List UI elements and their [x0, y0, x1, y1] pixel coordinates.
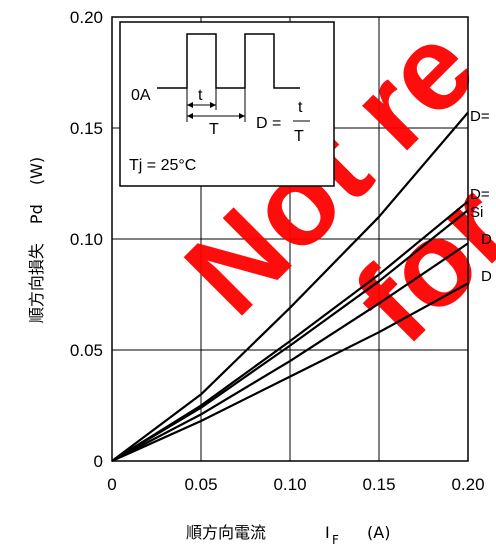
y-axis-symbol: Pd [27, 204, 46, 224]
series-line-4 [111, 242, 469, 462]
y-tick-label: 0 [94, 452, 103, 471]
series-line-2 [111, 200, 469, 462]
T-label: T [209, 121, 219, 138]
series-label-2: D= [470, 186, 490, 203]
y-axis-title-main: 順方向損失 [27, 243, 46, 323]
pulse-waveform [157, 33, 300, 89]
plot-frame [111, 16, 469, 462]
y-tick-label: 0.05 [70, 341, 103, 360]
x-axis-symbol: I [325, 523, 330, 542]
T-arrows [187, 113, 245, 119]
d-formula: D = [256, 115, 281, 132]
fraction-denominator: T [294, 128, 304, 145]
x-axis-title: 順方向電流 I F (A) [186, 523, 390, 547]
series-label-4: D [481, 231, 492, 248]
series-label-3: Si [470, 204, 483, 221]
t-arrows [187, 102, 216, 108]
x-axis-unit: (A) [367, 523, 390, 542]
tick-labels: 0 0.05 0.10 0.15 0.20 0 0.05 0.10 0.15 0.20 [70, 8, 485, 494]
y-tick-label: 0.10 [70, 230, 103, 249]
x-tick-label: 0 [107, 475, 116, 494]
fraction-numerator: t [298, 99, 303, 116]
x-axis-subscript: F [332, 533, 339, 547]
y-axis-unit: (W) [27, 157, 46, 185]
tj-label: Tj = 25°C [129, 157, 196, 174]
series-line-5 [111, 282, 469, 463]
svg-text:順方向損失 Pd (W): 順方向損失 Pd (W) [27, 157, 46, 323]
y-tick-label: 0.20 [70, 8, 103, 27]
x-tick-label: 0.05 [184, 475, 217, 494]
series-line-1 [111, 111, 469, 462]
series-line-3 [111, 209, 469, 462]
x-axis-title-main: 順方向電流 [186, 523, 266, 542]
inset-box: 0A t T D = t T Tj = 25°C [119, 21, 335, 187]
x-tick-label: 0.15 [362, 475, 395, 494]
curves [111, 111, 469, 463]
zero-amp-label: 0A [131, 87, 151, 104]
t-label: t [198, 87, 203, 104]
y-tick-label: 0.15 [70, 119, 103, 138]
y-axis-title: 順方向損失 Pd (W) [27, 157, 46, 323]
x-tick-label: 0.10 [273, 475, 306, 494]
series-label-1: D= [470, 108, 490, 125]
inset-frame [119, 21, 335, 187]
series-label-5: D [481, 268, 492, 285]
x-tick-label: 0.20 [451, 475, 484, 494]
